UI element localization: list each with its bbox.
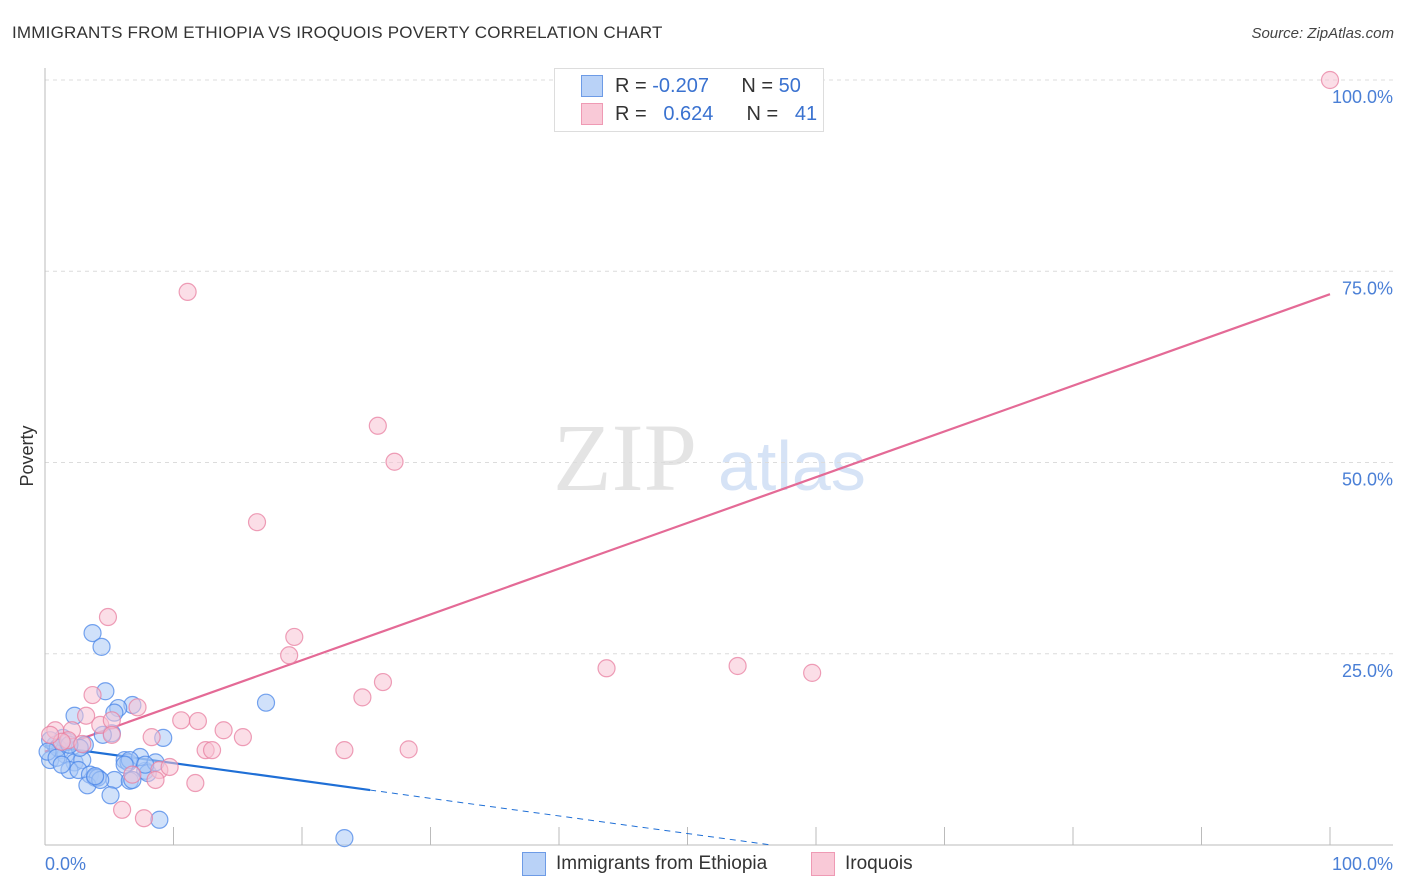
iroquois-point xyxy=(728,656,747,676)
ethiopia-point xyxy=(92,637,111,656)
iroquois-trend-line xyxy=(44,293,1331,753)
ethiopia-point xyxy=(335,829,354,848)
x-tick-label: 100.0% xyxy=(1332,854,1393,874)
r-value: -0.207 xyxy=(652,74,709,97)
ethiopia-trend-extension xyxy=(370,789,772,846)
n-label: N = xyxy=(746,102,779,125)
r-value: 0.624 xyxy=(663,102,714,125)
iroquois-point xyxy=(102,725,121,744)
iroquois-point xyxy=(399,740,418,759)
n-value: 50 xyxy=(778,74,801,97)
legend-swatch-blue xyxy=(522,852,546,876)
iroquois-point xyxy=(353,688,372,707)
iroquois-point xyxy=(146,770,165,790)
iroquois-point xyxy=(1320,70,1340,90)
iroquois-point xyxy=(128,698,147,717)
iroquois-point xyxy=(178,282,197,302)
iroquois-point xyxy=(285,627,304,647)
iroquois-point xyxy=(597,659,616,678)
iroquois-point xyxy=(142,728,161,747)
legend-label: Iroquois xyxy=(845,853,913,874)
iroquois-point xyxy=(368,416,387,435)
ethiopia-point xyxy=(101,786,120,805)
bottom-legend-ethiopia: Immigrants from Ethiopia xyxy=(522,852,767,876)
r-label: R = xyxy=(615,74,647,97)
n-value: 41 xyxy=(794,102,818,125)
iroquois-point xyxy=(98,607,118,627)
iroquois-point xyxy=(188,711,208,731)
iroquois-point xyxy=(73,734,92,754)
iroquois-point xyxy=(280,646,299,665)
iroquois-point xyxy=(803,663,822,682)
watermark-atlas: atlas xyxy=(718,427,866,505)
legend-swatch-pink xyxy=(811,852,835,876)
y-tick-label: 25.0% xyxy=(1342,661,1393,681)
x-tick-label: 0.0% xyxy=(45,854,86,874)
legend-row-iroquois: R = 0.624 N = 41 xyxy=(581,101,817,127)
n-label: N = xyxy=(741,74,774,97)
iroquois-point xyxy=(112,800,132,819)
iroquois-point xyxy=(373,672,393,692)
ethiopia-point xyxy=(256,693,276,712)
y-tick-label: 100.0% xyxy=(1332,87,1393,107)
ethiopia-point xyxy=(52,755,71,774)
r-label: R = xyxy=(615,102,647,125)
iroquois-point xyxy=(41,725,60,744)
chart-source: Source: ZipAtlas.com xyxy=(1251,25,1394,42)
iroquois-point xyxy=(385,452,404,471)
iroquois-point xyxy=(214,721,233,740)
chart-title: IMMIGRANTS FROM ETHIOPIA VS IROQUOIS POV… xyxy=(12,23,663,42)
iroquois-point xyxy=(77,706,96,725)
legend: R = -0.207 N = 50 R = 0.624 N = 41 xyxy=(554,68,824,132)
iroquois-point xyxy=(83,685,102,705)
iroquois-point xyxy=(233,728,252,747)
watermark-zip: ZIP xyxy=(553,404,697,511)
iroquois-point xyxy=(134,809,154,828)
iroquois-point xyxy=(247,513,267,532)
ethiopia-point xyxy=(86,767,105,786)
iroquois-point xyxy=(123,765,142,784)
ethiopia-point xyxy=(83,623,102,643)
legend-row-ethiopia: R = -0.207 N = 50 xyxy=(581,73,801,99)
iroquois-point xyxy=(172,711,191,730)
legend-label: Immigrants from Ethiopia xyxy=(556,853,768,874)
ethiopia-trend-line xyxy=(44,744,371,792)
iroquois-point xyxy=(186,773,205,793)
iroquois-point xyxy=(160,757,179,777)
bottom-legend-iroquois: Iroquois xyxy=(811,852,913,876)
ethiopia-point xyxy=(150,810,169,829)
iroquois-point xyxy=(202,741,222,760)
y-axis-label: Poverty xyxy=(17,425,37,486)
legend-swatch-blue xyxy=(581,75,603,97)
y-tick-label: 75.0% xyxy=(1342,278,1393,298)
iroquois-point xyxy=(335,741,354,760)
legend-swatch-pink xyxy=(581,103,603,125)
y-tick-label: 50.0% xyxy=(1342,470,1393,490)
